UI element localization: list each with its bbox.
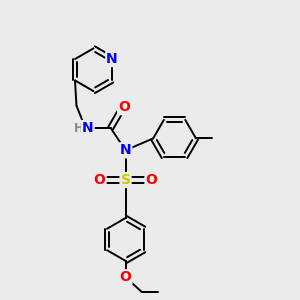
Text: N: N [82, 121, 94, 135]
Text: O: O [146, 173, 157, 187]
Text: O: O [94, 173, 106, 187]
Text: O: O [120, 270, 131, 284]
Text: N: N [106, 52, 118, 66]
Text: N: N [120, 143, 131, 157]
Text: O: O [118, 100, 130, 114]
Text: S: S [121, 173, 130, 187]
Text: H: H [74, 122, 84, 134]
